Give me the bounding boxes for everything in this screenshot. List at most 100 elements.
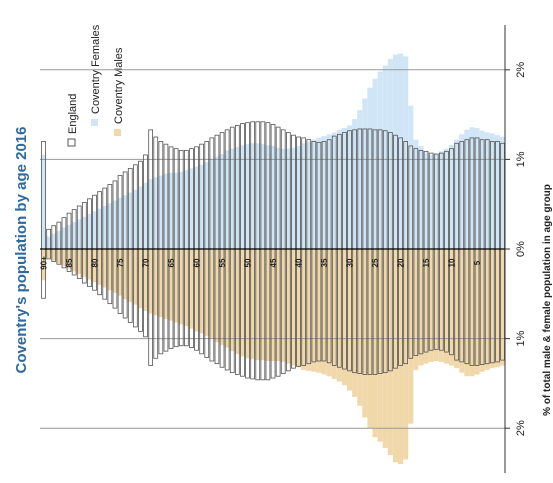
- legend-swatch: [91, 119, 98, 126]
- age-label: 20: [397, 258, 406, 267]
- female-bar: [367, 87, 373, 249]
- male-bar: [377, 249, 383, 442]
- female-bar: [336, 129, 342, 249]
- male-bar: [489, 249, 495, 369]
- male-bar: [413, 249, 419, 370]
- male-bar: [183, 249, 189, 327]
- male-bar: [459, 249, 465, 373]
- male-bar: [443, 249, 449, 364]
- female-bar: [107, 203, 113, 249]
- male-bar: [469, 249, 475, 377]
- male-bar: [260, 249, 266, 361]
- female-bar: [224, 150, 230, 249]
- female-bar: [250, 143, 256, 249]
- male-bar: [229, 249, 235, 352]
- male-bar: [280, 249, 286, 362]
- male-bar: [51, 249, 57, 261]
- age-label: 55: [218, 258, 227, 267]
- female-bar: [219, 154, 225, 249]
- male-bar: [372, 249, 378, 438]
- male-bar: [275, 249, 281, 361]
- y-tick-label: 1%: [515, 151, 527, 167]
- male-bar: [438, 249, 444, 362]
- female-bar: [494, 135, 500, 249]
- female-bar: [352, 119, 358, 249]
- male-bar: [209, 249, 215, 339]
- male-bar: [163, 249, 169, 319]
- male-bar: [194, 249, 200, 332]
- male-bar: [214, 249, 220, 343]
- male-bar: [219, 249, 225, 345]
- male-bar: [76, 249, 82, 275]
- male-bar: [46, 249, 52, 258]
- male-bar: [341, 249, 347, 386]
- male-bar: [178, 249, 184, 325]
- female-bar: [413, 139, 419, 249]
- female-bar: [168, 172, 174, 249]
- female-bar: [479, 130, 485, 249]
- male-bar: [102, 249, 108, 288]
- age-label: 30: [346, 258, 355, 267]
- male-bar: [234, 249, 240, 354]
- male-bar: [306, 249, 312, 371]
- y-tick-label: 0%: [515, 241, 527, 257]
- male-bar: [143, 249, 149, 311]
- female-bar: [474, 128, 480, 249]
- female-bar: [265, 145, 271, 249]
- male-bar: [301, 249, 307, 370]
- male-bar: [474, 249, 480, 375]
- female-bar: [97, 208, 103, 249]
- male-bar: [331, 249, 337, 379]
- female-bar: [51, 233, 57, 249]
- female-bar: [296, 145, 302, 249]
- female-bar: [188, 168, 194, 249]
- y-tick-label: 1%: [515, 330, 527, 346]
- male-bar: [392, 249, 398, 463]
- male-bar: [168, 249, 174, 321]
- male-bar: [204, 249, 210, 336]
- male-bar: [326, 249, 332, 377]
- female-bar: [255, 143, 261, 249]
- female-bar: [153, 177, 159, 249]
- female-bar: [449, 145, 455, 249]
- female-bar: [163, 173, 169, 249]
- male-bar: [362, 249, 368, 418]
- age-label: 25: [371, 258, 380, 267]
- male-bar: [92, 249, 98, 283]
- male-bar: [255, 249, 261, 361]
- female-bar: [464, 129, 470, 249]
- female-bar: [423, 152, 429, 249]
- female-bar: [41, 154, 47, 249]
- male-bar: [148, 249, 154, 314]
- female-bar: [229, 148, 235, 249]
- female-bar: [92, 211, 98, 249]
- male-bar: [311, 249, 317, 372]
- age-label: 5: [473, 260, 482, 265]
- male-bar: [158, 249, 164, 318]
- age-label: 50: [244, 258, 253, 267]
- female-bar: [117, 197, 123, 249]
- female-bar: [418, 145, 424, 249]
- female-bar: [500, 137, 506, 249]
- chart-title: Coventry's population by age 2016: [13, 127, 30, 374]
- female-bar: [204, 162, 210, 249]
- male-bar: [173, 249, 179, 323]
- female-bar: [173, 172, 179, 249]
- female-bar: [362, 98, 368, 249]
- male-bar: [296, 249, 302, 368]
- male-bar: [494, 249, 500, 368]
- male-bar: [316, 249, 322, 373]
- female-bar: [372, 78, 378, 249]
- female-bar: [484, 132, 490, 249]
- male-bar: [127, 249, 133, 302]
- male-bar: [56, 249, 62, 264]
- male-bar: [398, 249, 404, 465]
- male-bar: [428, 249, 434, 362]
- female-bar: [183, 170, 189, 249]
- male-bar: [224, 249, 230, 348]
- male-bar: [357, 249, 363, 406]
- legend-label: Coventry Males: [113, 47, 125, 124]
- male-bar: [418, 249, 424, 366]
- female-bar: [214, 156, 220, 249]
- male-bar: [41, 249, 47, 281]
